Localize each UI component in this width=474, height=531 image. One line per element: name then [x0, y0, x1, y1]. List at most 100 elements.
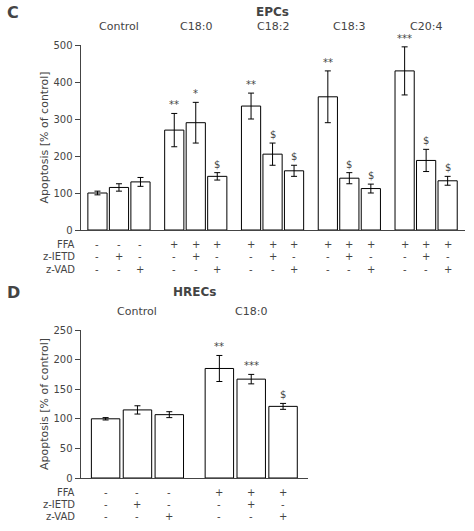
svg-text:+: + [213, 264, 221, 275]
svg-text:+: + [170, 239, 178, 250]
svg-text:200: 200 [53, 354, 72, 365]
svg-text:$: $ [280, 389, 286, 400]
svg-text:+: + [290, 264, 298, 275]
svg-text:-: - [117, 239, 121, 250]
svg-text:+: + [269, 239, 277, 250]
svg-text:-: - [104, 487, 108, 498]
svg-text:-: - [135, 487, 139, 498]
svg-text:+: + [345, 239, 353, 250]
svg-text:-: - [271, 264, 275, 275]
svg-text:z-VAD: z-VAD [46, 511, 75, 522]
svg-text:z-IETD: z-IETD [43, 251, 75, 262]
svg-text:C: C [7, 3, 19, 22]
svg-text:500: 500 [53, 40, 72, 51]
svg-text:-: - [172, 251, 176, 262]
svg-text:-: - [369, 251, 373, 262]
svg-text:-: - [424, 264, 428, 275]
svg-text:$: $ [445, 162, 451, 173]
svg-text:-: - [95, 264, 99, 275]
svg-text:-: - [95, 251, 99, 262]
svg-text:400: 400 [53, 77, 72, 88]
svg-text:*: * [193, 88, 198, 99]
svg-text:+: + [367, 264, 375, 275]
svg-text:FFA: FFA [57, 239, 75, 250]
svg-text:-: - [167, 487, 171, 498]
svg-text:+: + [367, 239, 375, 250]
svg-text:+: + [279, 511, 287, 522]
svg-text:**: ** [323, 57, 333, 68]
svg-text:$: $ [214, 159, 220, 170]
svg-text:-: - [138, 251, 142, 262]
svg-text:-: - [249, 264, 253, 275]
svg-text:-: - [249, 511, 253, 522]
svg-text:-: - [326, 264, 330, 275]
svg-text:-: - [135, 511, 139, 522]
svg-text:100: 100 [53, 188, 72, 199]
svg-text:+: + [422, 239, 430, 250]
svg-text:***: *** [244, 360, 259, 371]
svg-text:-: - [347, 264, 351, 275]
svg-text:C20:4: C20:4 [410, 20, 442, 33]
svg-text:-: - [217, 511, 221, 522]
svg-text:-: - [215, 251, 219, 262]
svg-text:-: - [172, 264, 176, 275]
svg-text:Apoptosis [% of control]: Apoptosis [% of control] [38, 71, 51, 203]
svg-text:-: - [104, 511, 108, 522]
svg-text:+: + [444, 239, 452, 250]
svg-text:-: - [403, 251, 407, 262]
svg-text:C18:0: C18:0 [180, 20, 212, 33]
svg-text:**: ** [169, 99, 179, 110]
svg-text:$: $ [270, 129, 276, 140]
svg-text:-: - [326, 251, 330, 262]
svg-text:-: - [403, 264, 407, 275]
svg-text:+: + [401, 239, 409, 250]
svg-text:+: + [215, 487, 223, 498]
svg-text:+: + [269, 251, 277, 262]
svg-text:C18:3: C18:3 [333, 20, 365, 33]
svg-text:-: - [117, 264, 121, 275]
svg-text:HRECs: HRECs [173, 285, 216, 299]
svg-text:-: - [217, 499, 221, 510]
svg-text:+: + [345, 251, 353, 262]
svg-text:300: 300 [53, 114, 72, 125]
svg-text:150: 150 [53, 384, 72, 395]
svg-text:-: - [281, 499, 285, 510]
svg-text:-: - [104, 499, 108, 510]
svg-text:$: $ [368, 170, 374, 181]
svg-text:z-IETD: z-IETD [43, 499, 75, 510]
svg-text:**: ** [246, 79, 256, 90]
svg-text:+: + [136, 264, 144, 275]
svg-text:250: 250 [53, 325, 72, 336]
svg-text:FFA: FFA [57, 487, 75, 498]
svg-text:**: ** [214, 341, 224, 352]
svg-text:0: 0 [66, 225, 72, 236]
svg-text:$: $ [423, 135, 429, 146]
svg-text:+: + [422, 251, 430, 262]
svg-text:+: + [192, 251, 200, 262]
svg-text:200: 200 [53, 151, 72, 162]
svg-text:+: + [247, 487, 255, 498]
svg-text:+: + [324, 239, 332, 250]
svg-text:$: $ [291, 151, 297, 162]
svg-text:Apoptosis [% of control]: Apoptosis [% of control] [38, 338, 51, 470]
svg-text:100: 100 [53, 413, 72, 424]
svg-text:-: - [446, 251, 450, 262]
svg-text:+: + [115, 251, 123, 262]
svg-text:-: - [167, 499, 171, 510]
svg-text:+: + [279, 487, 287, 498]
svg-text:Control: Control [117, 305, 157, 318]
svg-text:-: - [138, 239, 142, 250]
svg-text:+: + [133, 499, 141, 510]
svg-text:Control: Control [99, 20, 139, 33]
svg-text:+: + [247, 239, 255, 250]
svg-text:0: 0 [66, 473, 72, 484]
svg-text:+: + [213, 239, 221, 250]
svg-text:C18:0: C18:0 [235, 305, 267, 318]
svg-text:-: - [95, 239, 99, 250]
svg-text:+: + [247, 499, 255, 510]
svg-text:+: + [444, 264, 452, 275]
svg-text:***: *** [397, 33, 412, 44]
svg-text:$: $ [346, 159, 352, 170]
svg-text:50: 50 [60, 443, 73, 454]
svg-text:z-VAD: z-VAD [46, 264, 75, 275]
